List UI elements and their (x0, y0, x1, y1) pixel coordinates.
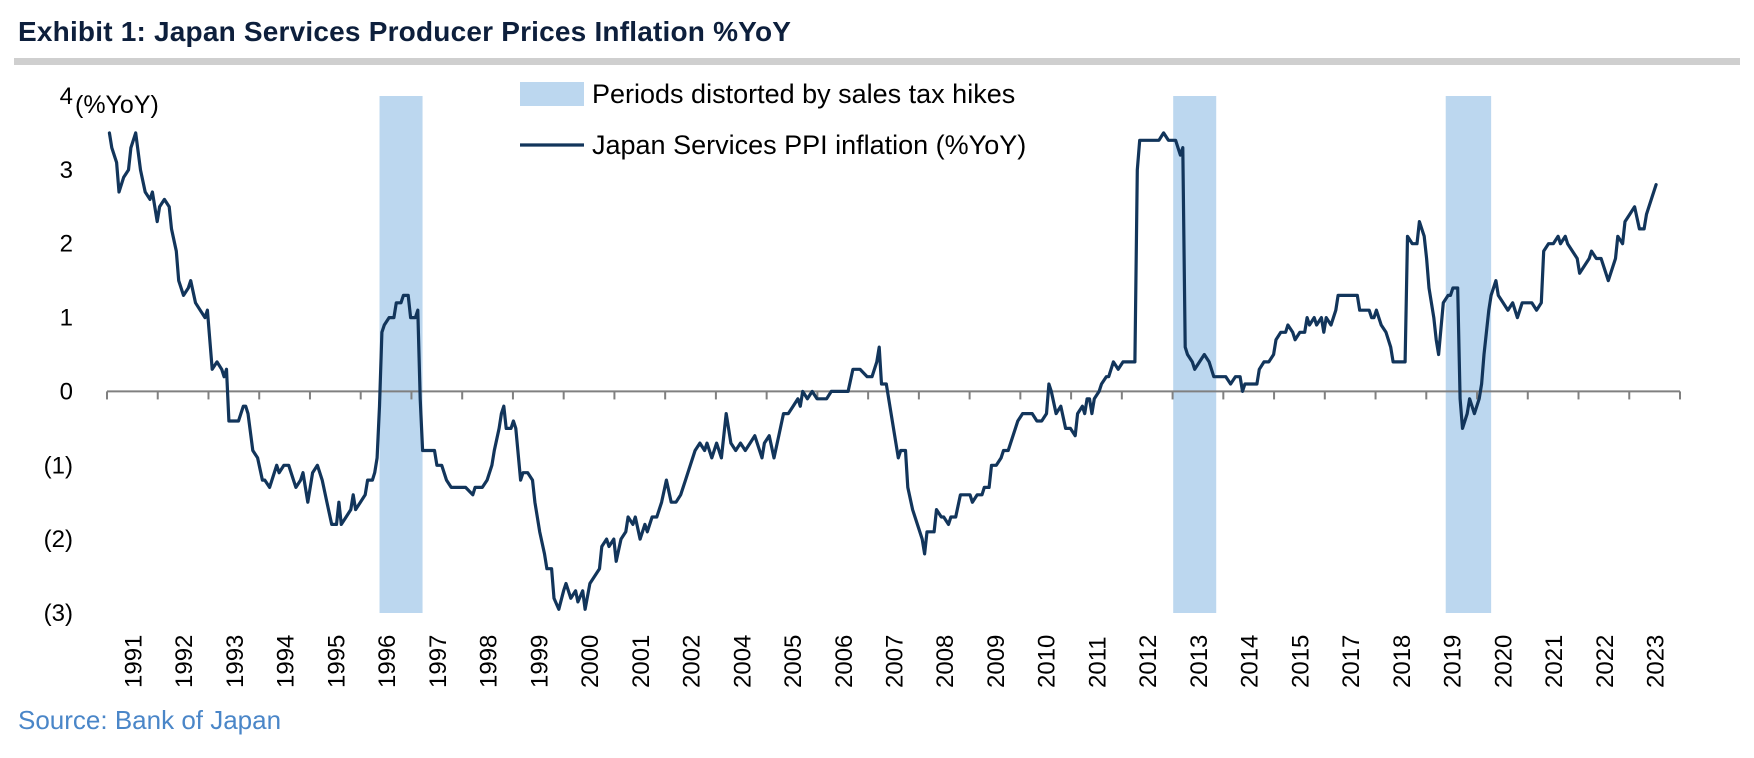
x-tick-label: 2014 (1237, 635, 1264, 688)
x-tick-label: 2007 (882, 635, 909, 688)
shaded-period-2 (1173, 96, 1217, 613)
y-tick-label: (3) (44, 600, 73, 627)
title-divider (14, 58, 1740, 65)
shaded-period-1 (379, 96, 423, 613)
y-tick-label: (2) (44, 526, 73, 553)
x-tick-label: 2019 (1440, 635, 1467, 688)
y-tick-label: 0 (60, 378, 73, 405)
x-tick-label: 2009 (983, 635, 1010, 688)
x-axis-ticks (106, 391, 1681, 400)
x-tick-label: 2010 (1034, 635, 1061, 688)
x-tick-label: 2002 (679, 635, 706, 688)
y-axis-unit-label: (%YoY) (75, 91, 159, 119)
x-tick-label: 1994 (273, 635, 300, 688)
x-tick-label: 2011 (1084, 636, 1111, 688)
x-tick-label: 2020 (1490, 635, 1517, 688)
legend-shade-label: Periods distorted by sales tax hikes (592, 79, 1015, 109)
x-tick-label: 2008 (932, 635, 959, 688)
x-tick-label: 2023 (1643, 635, 1670, 688)
legend-shade-swatch (520, 82, 584, 106)
x-axis-labels: 1991 1992 1993 1994 1995 1996 1997 1998 1999 2000… (120, 635, 1669, 688)
x-tick-label: 1999 (526, 635, 553, 688)
shaded-periods (379, 96, 1492, 613)
y-tick-label: 2 (60, 231, 73, 258)
legend: Periods distorted by sales tax hikes Jap… (520, 79, 1026, 160)
chart-title: Exhibit 1: Japan Services Producer Price… (18, 16, 792, 47)
x-tick-label: 1997 (425, 635, 452, 688)
y-tick-label: 1 (60, 305, 73, 332)
y-tick-label: 4 (60, 83, 73, 110)
x-tick-label: 2012 (1135, 635, 1162, 688)
x-tick-label: 2001 (628, 635, 655, 688)
series-line-services-ppi (107, 131, 1658, 611)
x-tick-label: 1996 (374, 635, 401, 688)
x-tick-label: 2005 (780, 635, 807, 688)
y-tick-label: 3 (60, 157, 73, 184)
legend-line-label: Japan Services PPI inflation (%YoY) (592, 130, 1026, 160)
x-tick-label: 2021 (1541, 635, 1568, 688)
x-tick-label: 2004 (729, 635, 756, 688)
y-axis-labels: 4 3 2 1 0 (1) (2) (3) (44, 83, 73, 627)
y-tick-label: (1) (44, 452, 73, 479)
x-tick-label: 2015 (1287, 635, 1314, 688)
x-tick-label: 2018 (1389, 635, 1416, 688)
x-tick-label: 1992 (171, 635, 198, 688)
x-tick-label: 2006 (831, 635, 858, 688)
x-tick-label: 2022 (1592, 635, 1619, 688)
x-tick-label: 1991 (120, 635, 147, 688)
x-tick-label: 2013 (1186, 635, 1213, 688)
x-tick-label: 1995 (323, 635, 350, 688)
source-note: Source: Bank of Japan (18, 705, 282, 735)
x-tick-label: 1993 (222, 635, 249, 688)
x-tick-label: 2017 (1338, 635, 1365, 688)
x-tick-label: 1998 (476, 635, 503, 688)
x-tick-label: 2000 (577, 635, 604, 688)
